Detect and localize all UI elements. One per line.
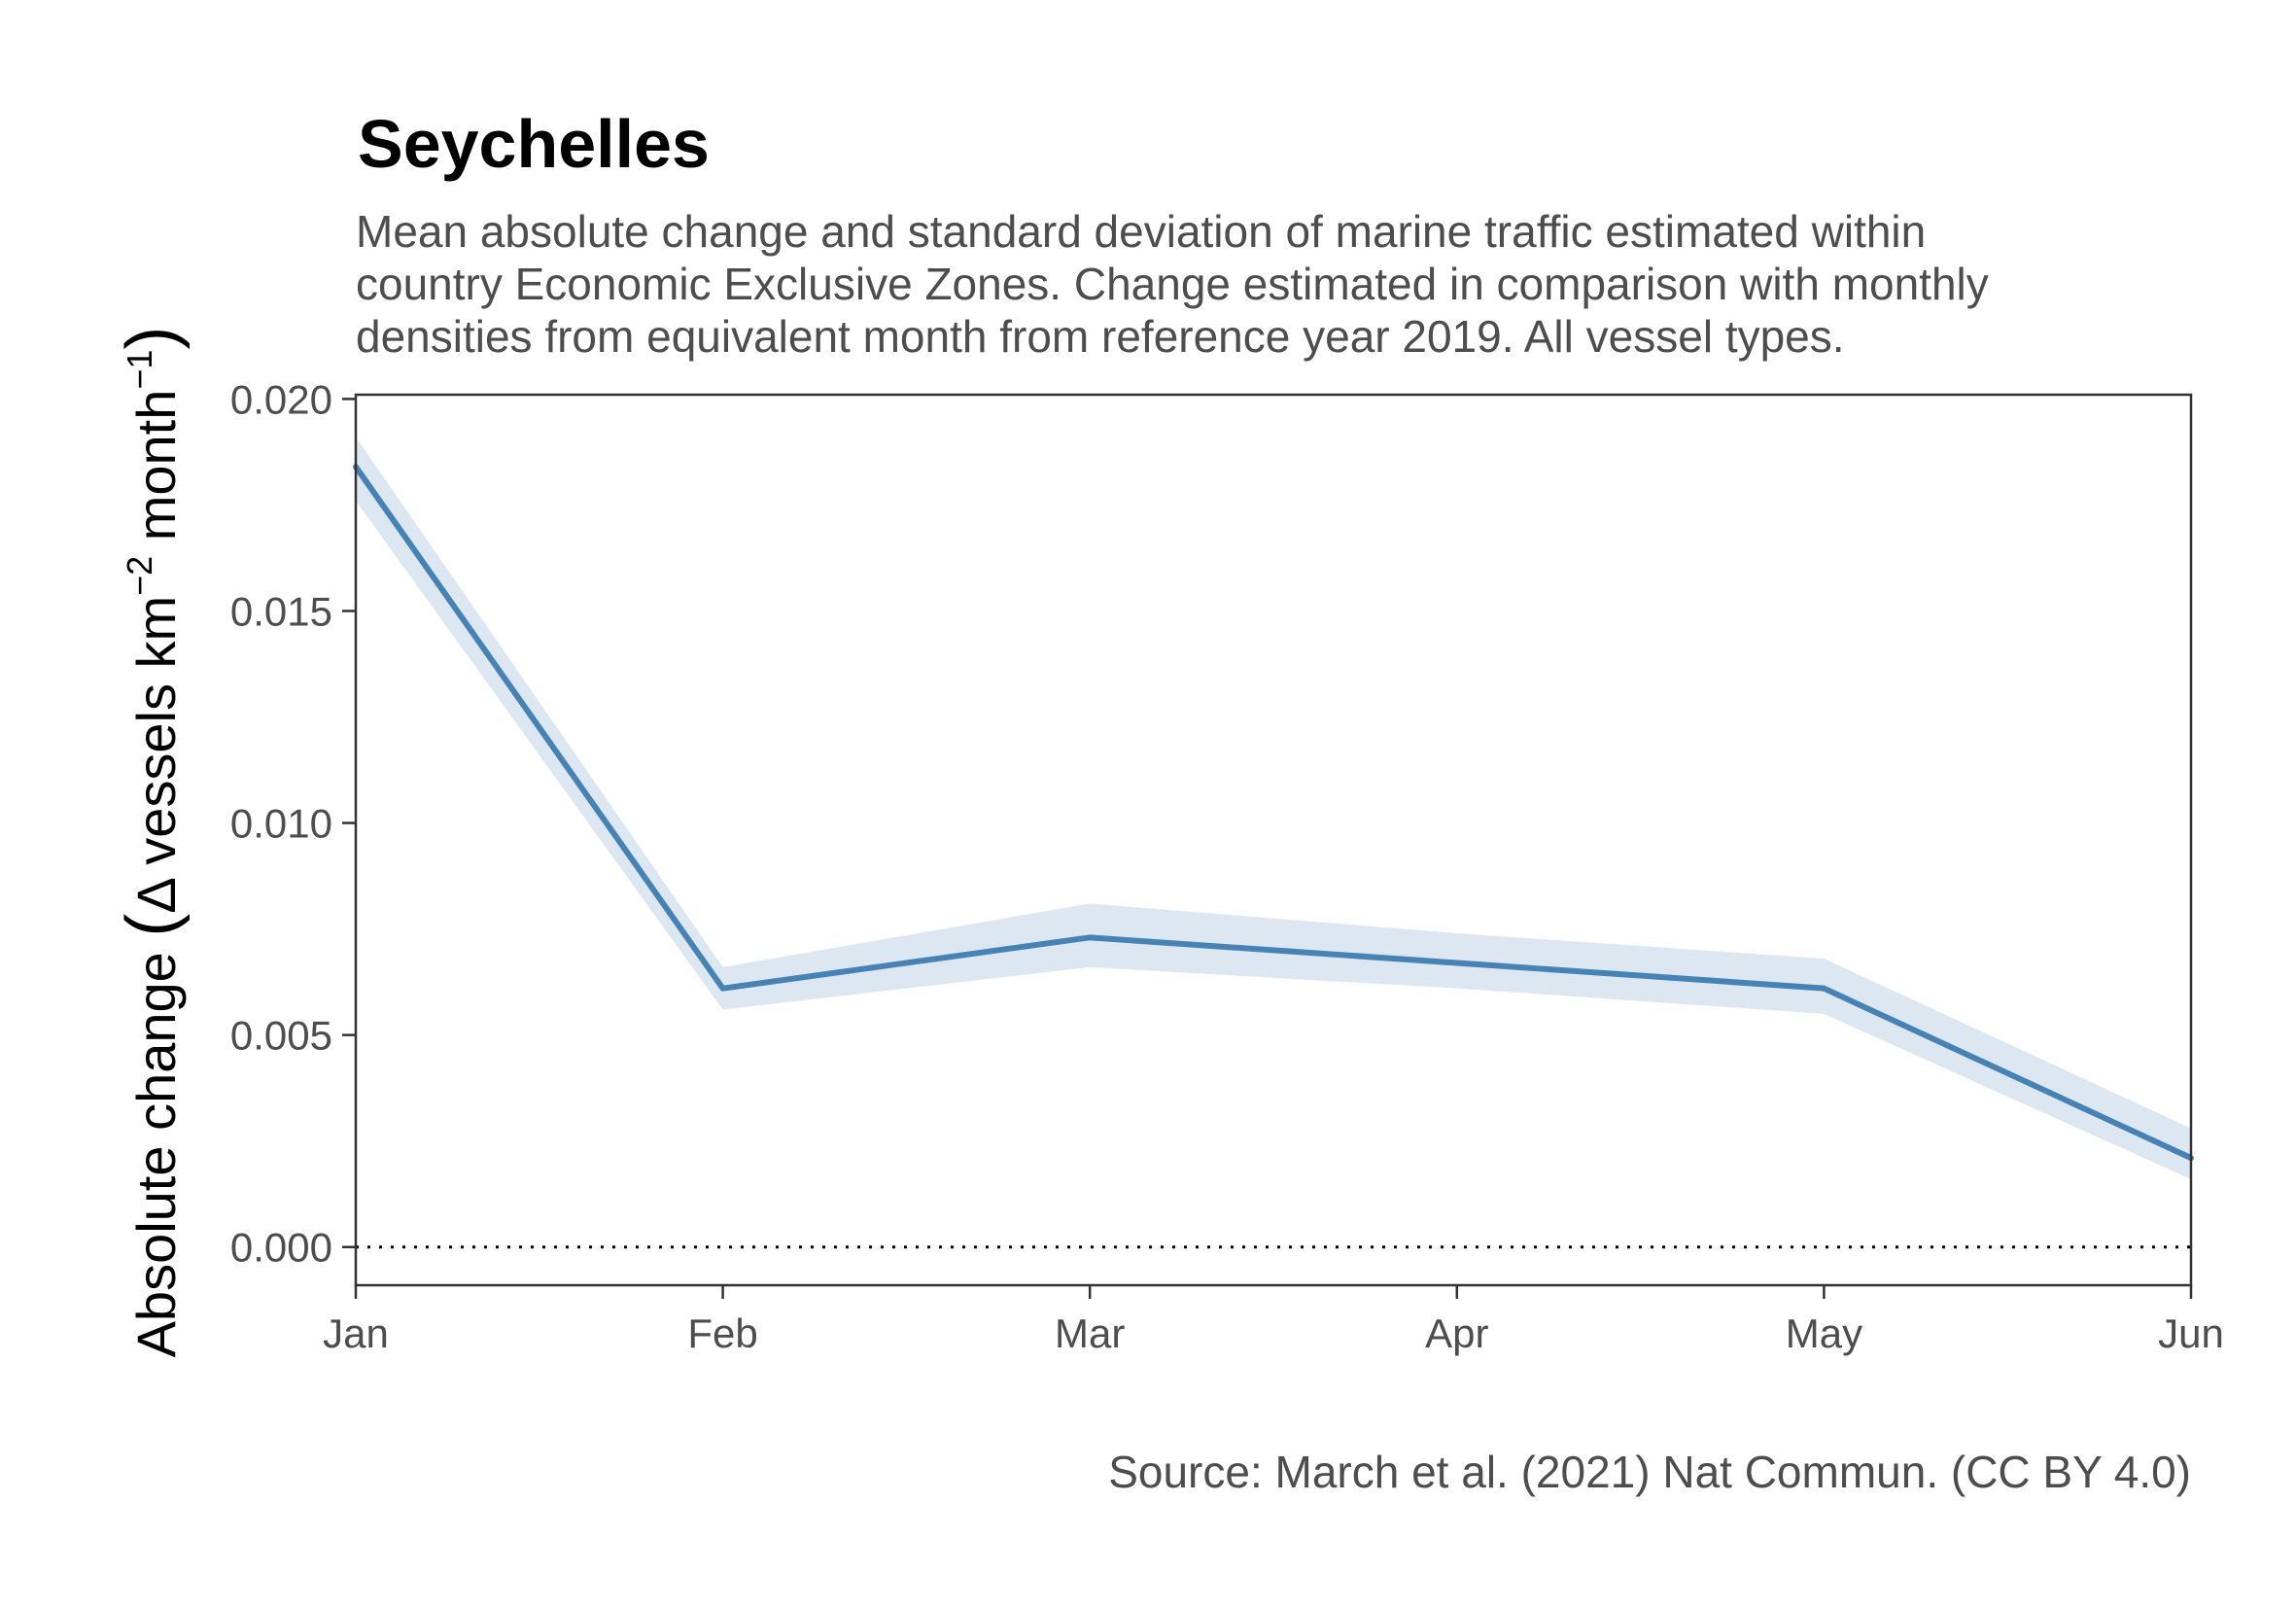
data-point-mar xyxy=(1087,934,1094,941)
x-axis: Jan Feb Mar Apr May Jun xyxy=(323,1285,2224,1356)
data-point-apr xyxy=(1453,960,1460,966)
y-tick-label: 0.010 xyxy=(230,801,332,847)
y-tick-label: 0.005 xyxy=(230,1013,332,1059)
y-axis-title-sup-1: −2 xyxy=(120,556,159,596)
chart-subtitle-line-3: densities from equivalent month from ref… xyxy=(356,311,1845,362)
x-tick-label: Feb xyxy=(687,1310,757,1356)
y-axis: 0.000 0.005 0.010 0.015 0.020 xyxy=(230,376,356,1271)
y-axis-title: Absolute change (Δ vessels km−2 month−1) xyxy=(113,327,191,1358)
y-tick-label: 0.020 xyxy=(230,376,332,422)
x-tick-label: Mar xyxy=(1055,1310,1125,1356)
chart-caption: Source: March et al. (2021) Nat Commun. … xyxy=(1108,1447,2191,1497)
y-axis-title-inner: Δ vessels km xyxy=(125,596,187,914)
x-tick-label: May xyxy=(1786,1310,1862,1356)
x-tick-label: Apr xyxy=(1425,1310,1488,1356)
y-tick-label: 0.015 xyxy=(230,588,332,634)
std-dev-band-layer xyxy=(356,437,2191,1179)
data-point-feb xyxy=(719,985,726,992)
y-axis-title-prefix: Absolute change xyxy=(125,937,187,1358)
std-dev-band xyxy=(356,437,2191,1179)
y-axis-title-mid: month xyxy=(125,390,187,556)
y-tick-label: 0.000 xyxy=(230,1225,332,1271)
chart-title: Seychelles xyxy=(358,106,710,182)
x-tick-label: Jun xyxy=(2158,1310,2224,1356)
y-axis-title-open-paren: ( xyxy=(113,914,191,937)
data-point-may xyxy=(1821,985,1827,992)
y-axis-title-sup-2: −1 xyxy=(120,350,159,390)
y-axis-title-close-paren: ) xyxy=(113,327,191,350)
chart-subtitle-line-2: country Economic Exclusive Zones. Change… xyxy=(356,259,1989,309)
chart-subtitle-line-1: Mean absolute change and standard deviat… xyxy=(356,206,1926,257)
series-line-layer xyxy=(353,464,2194,1162)
series-line xyxy=(353,465,2193,1161)
plot-panel-border xyxy=(354,393,2193,1287)
x-tick-label: Jan xyxy=(323,1310,389,1356)
